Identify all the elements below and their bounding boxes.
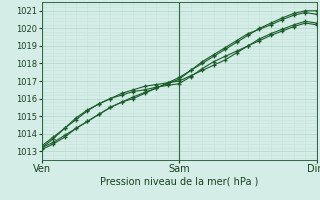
X-axis label: Pression niveau de la mer( hPa ): Pression niveau de la mer( hPa ) [100, 177, 258, 187]
